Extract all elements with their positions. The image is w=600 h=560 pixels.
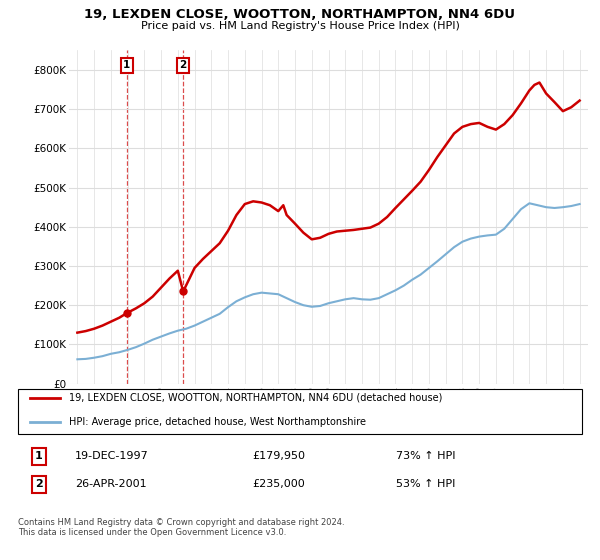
Text: £235,000: £235,000 bbox=[252, 479, 305, 489]
Text: 2: 2 bbox=[35, 479, 43, 489]
Text: £179,950: £179,950 bbox=[252, 451, 305, 461]
Text: 2: 2 bbox=[179, 60, 187, 71]
Text: 73% ↑ HPI: 73% ↑ HPI bbox=[396, 451, 455, 461]
Text: 1: 1 bbox=[124, 60, 131, 71]
Text: 19, LEXDEN CLOSE, WOOTTON, NORTHAMPTON, NN4 6DU: 19, LEXDEN CLOSE, WOOTTON, NORTHAMPTON, … bbox=[85, 8, 515, 21]
Text: 26-APR-2001: 26-APR-2001 bbox=[75, 479, 146, 489]
Text: 1: 1 bbox=[35, 451, 43, 461]
Text: 19-DEC-1997: 19-DEC-1997 bbox=[75, 451, 149, 461]
Text: Contains HM Land Registry data © Crown copyright and database right 2024.
This d: Contains HM Land Registry data © Crown c… bbox=[18, 518, 344, 538]
Text: 19, LEXDEN CLOSE, WOOTTON, NORTHAMPTON, NN4 6DU (detached house): 19, LEXDEN CLOSE, WOOTTON, NORTHAMPTON, … bbox=[69, 393, 442, 403]
Text: Price paid vs. HM Land Registry's House Price Index (HPI): Price paid vs. HM Land Registry's House … bbox=[140, 21, 460, 31]
Text: 53% ↑ HPI: 53% ↑ HPI bbox=[396, 479, 455, 489]
Text: HPI: Average price, detached house, West Northamptonshire: HPI: Average price, detached house, West… bbox=[69, 417, 366, 427]
